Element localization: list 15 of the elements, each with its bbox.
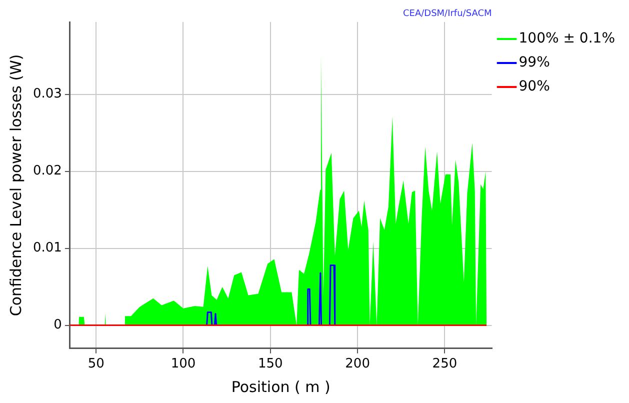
x-axis-title: Position ( m ) [231,378,330,396]
x-tick-label: 200 [345,356,370,372]
x-tick-label: 50 [88,356,104,372]
legend-label: 99% [518,54,550,71]
y-tick-label: 0 [54,318,62,333]
legend-label: 100% ± 0.1% [518,30,616,47]
y-tick-label: 0.03 [32,86,62,102]
x-tick-label: 150 [258,356,283,372]
x-tick-label: 250 [432,356,458,372]
y-axis-title: Confidence Level power losses (W) [6,54,25,316]
y-tick-label: 0.02 [32,164,62,179]
y-tick-label: 0.01 [32,240,62,256]
x-tick-label: 100 [170,356,196,372]
text: CEA/DSM/Irfu/SACM [402,8,492,19]
legend-label: 90% [518,78,550,95]
